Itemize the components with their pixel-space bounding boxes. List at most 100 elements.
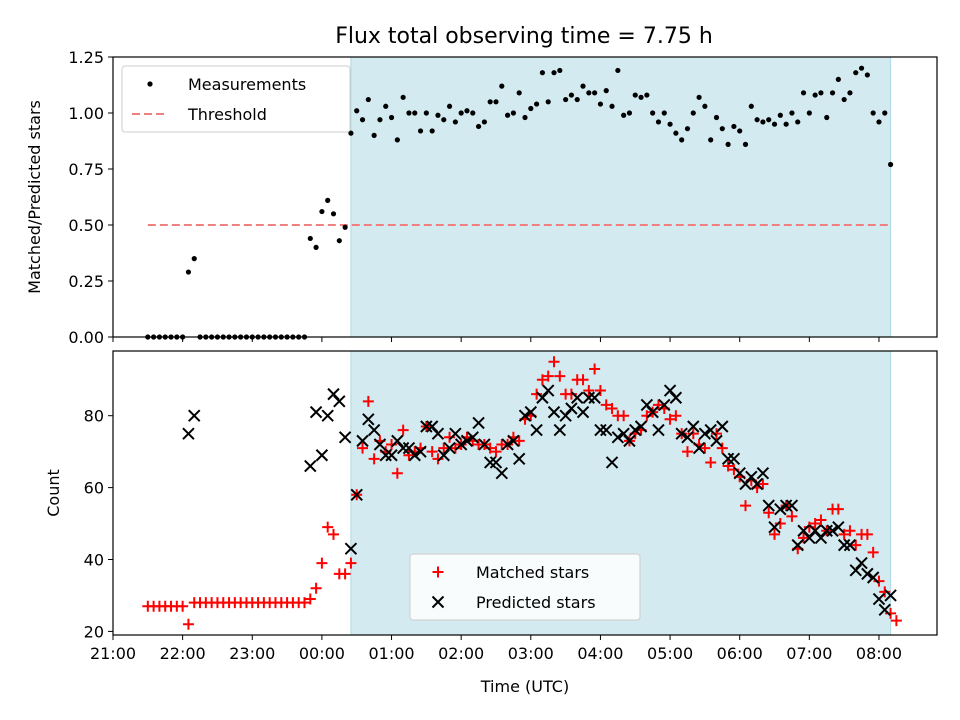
matched-star-point: [594, 385, 606, 397]
measurement-point: [684, 126, 691, 132]
measurement-point: [441, 117, 447, 123]
matched-star-point: [426, 446, 438, 458]
y-tick-label: 0.25: [68, 272, 104, 291]
predicted-star-point: [716, 420, 729, 433]
predicted-star-point: [727, 452, 741, 466]
matched-star-point: [867, 546, 879, 558]
x-tick-label: 07:00: [786, 644, 832, 663]
predicted-star-point: [188, 409, 201, 422]
predicted-star-point: [582, 391, 596, 404]
predicted-star-point: [629, 423, 642, 437]
predicted-star-point: [687, 420, 700, 433]
predicted-star-point: [785, 499, 799, 512]
x-tick-label: 06:00: [717, 644, 763, 663]
top-y-ticks: 0.00 0.25 0.50 0.75 1.00 1.25: [68, 48, 113, 347]
y-tick-label: 0.50: [68, 216, 104, 235]
matched-star-point: [728, 464, 740, 476]
predicted-star-point: [362, 413, 375, 426]
measurement-point: [383, 103, 389, 109]
measurement-point: [365, 96, 371, 103]
measurement-point: [760, 119, 766, 125]
x-tick-label: 08:00: [856, 644, 902, 663]
predicted-star-point: [512, 452, 526, 466]
matched-star-point: [879, 586, 891, 598]
measurement-point: [679, 137, 685, 143]
measurement-point: [783, 121, 789, 127]
measurement-point: [307, 235, 313, 242]
matched-star-point: [606, 403, 618, 415]
measurement-point: [615, 67, 621, 74]
predicted-star-point: [658, 398, 671, 412]
predicted-star-point: [721, 452, 735, 466]
measurement-point: [191, 256, 197, 262]
measurement-point: [539, 70, 546, 76]
matched-star-point: [368, 453, 380, 465]
matched-star-point: [345, 557, 357, 569]
top-x-ticks: [112, 337, 880, 342]
predicted-star-point: [698, 427, 712, 440]
predicted-star-point: [367, 423, 381, 437]
measurement-point: [696, 94, 702, 100]
x-tick-label: 22:00: [160, 644, 206, 663]
matched-star-point: [890, 615, 902, 627]
measurement-point: [551, 70, 557, 76]
matched-star-point: [722, 460, 734, 472]
measurement-point: [795, 119, 801, 125]
predicted-star-point: [600, 423, 613, 437]
measurement-point: [313, 244, 319, 250]
matched-star-point: [710, 428, 722, 440]
y-tick-label: 0.75: [68, 160, 104, 179]
matched-star-point: [548, 356, 560, 368]
predicted-star-point: [385, 449, 398, 462]
measurement-point: [342, 224, 348, 230]
matched-star-point: [565, 388, 577, 400]
predicted-star-point: [837, 538, 851, 552]
matched-star-point: [391, 467, 403, 479]
bottom-x-axis-label: Time (UTC): [480, 677, 569, 696]
measurement-point: [609, 103, 615, 109]
matched-star-point: [850, 539, 862, 551]
measurement-point: [731, 123, 737, 130]
predicted-star-point: [454, 438, 468, 451]
measurement-point: [841, 96, 847, 103]
predicted-star-point: [309, 405, 323, 419]
predicted-star-point: [594, 423, 607, 437]
predicted-star-point: [315, 449, 329, 462]
predicted-star-point: [861, 567, 874, 581]
predicted-star-point: [338, 431, 352, 444]
predicted-star-point: [588, 391, 601, 404]
matched-star-point: [583, 385, 595, 397]
measurement-point: [475, 123, 482, 130]
legend-label: Threshold: [187, 105, 267, 124]
measurement-point: [435, 112, 441, 118]
bottom-x-ticks: 21:00 22:00 23:00 00:00 01:00 02:00 03:00 04:00…: [90, 635, 902, 663]
measurement-point: [748, 103, 754, 109]
matched-star-point: [444, 431, 456, 443]
matched-star-point: [618, 410, 630, 422]
legend-marker-predicted: [431, 595, 445, 609]
measurement-point: [185, 269, 192, 275]
measurement-point: [545, 99, 551, 105]
measurement-point: [412, 110, 418, 116]
matched-star-point: [844, 525, 856, 537]
measurement-point: [452, 119, 458, 125]
matched-star-point: [803, 521, 815, 533]
measurement-point: [516, 90, 522, 96]
predicted-star-point: [321, 409, 334, 422]
predicted-star-point: [878, 603, 891, 617]
y-tick-label: 0.00: [68, 328, 104, 347]
measurement-point: [580, 83, 586, 89]
measurement-point: [377, 117, 383, 123]
matched-star-point: [432, 453, 444, 465]
predicted-star-point: [379, 449, 392, 462]
measurement-point: [777, 112, 783, 118]
predicted-star-point: [634, 420, 648, 433]
y-tick-label: 20: [84, 622, 104, 641]
measurement-point: [586, 90, 592, 96]
measurement-point: [528, 105, 534, 112]
measurement-point: [800, 90, 807, 96]
matched-star-point: [757, 478, 769, 490]
predicted-star-point: [571, 391, 584, 404]
matched-star-point: [542, 370, 554, 382]
